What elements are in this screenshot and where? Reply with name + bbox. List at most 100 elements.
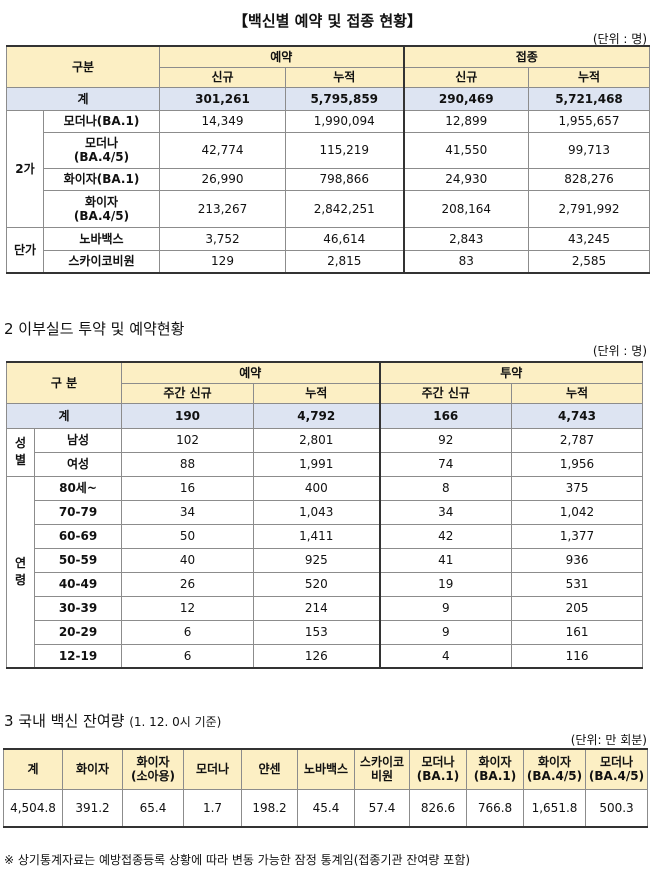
col-header: 화이자 [62, 748, 123, 790]
cell: 16 [121, 475, 255, 501]
cell: 45.4 [297, 788, 355, 828]
cell: 1,042 [511, 499, 644, 525]
row-label: 70-79 [33, 499, 123, 525]
row-label: 화이자 (BA.4/5) [43, 189, 160, 228]
header-cumulative: 누적 [528, 66, 650, 88]
cell: 6 [121, 643, 255, 669]
cell: 129 [159, 249, 286, 274]
cell: 4 [378, 643, 513, 669]
cell: 1,990,094 [285, 109, 404, 133]
row-label: 60-69 [33, 523, 123, 549]
header-reservation: 예약 [121, 361, 381, 384]
cell: 1,991 [253, 451, 381, 477]
col-header: 스카이코 비원 [354, 748, 410, 790]
section3-unit: (단위: 만 회분) [570, 733, 647, 747]
row-label: 여성 [33, 451, 123, 477]
table-row: 여성 88 1,991 74 1,956 [7, 451, 644, 477]
cell: 208,164 [402, 189, 529, 228]
group-label-monovalent: 단가 [6, 226, 44, 274]
header-reservation: 예약 [159, 45, 404, 68]
header-new: 신규 [159, 66, 286, 88]
header-weekly-new: 주간 신규 [378, 382, 513, 404]
vaccine-reservation-table: 구분 예약 접종 신규 누적 신규 누적 계 301,261 5,795,859… [6, 45, 650, 274]
cell: 12,899 [402, 109, 529, 133]
cell: 520 [253, 571, 381, 597]
cell: 19 [378, 571, 513, 597]
row-label: 노바백스 [43, 226, 160, 251]
table-row: 50-59 40 925 41 936 [7, 547, 644, 573]
cell: 40 [121, 547, 255, 573]
cell: 99,713 [528, 131, 650, 169]
table-row: 20-29 6 153 9 161 [7, 619, 644, 645]
header-cumulative: 누적 [253, 382, 381, 404]
header-cumulative: 누적 [285, 66, 404, 88]
cell: 102 [121, 427, 255, 453]
cell: 213,267 [159, 189, 286, 228]
col-header: 모더나 [183, 748, 242, 790]
row-label: 50-59 [33, 547, 123, 573]
cell: 41,550 [402, 131, 529, 169]
cell: 43,245 [528, 226, 650, 251]
cell: 65.4 [122, 788, 184, 828]
header-weekly-new: 주간 신규 [121, 382, 255, 404]
table-row: 60-69 50 1,411 42 1,377 [7, 523, 644, 549]
cell: 400 [253, 475, 381, 501]
cell: 34 [378, 499, 513, 525]
cell: 798,866 [285, 167, 404, 191]
cell: 214 [253, 595, 381, 621]
header-new: 신규 [402, 66, 529, 88]
cell: 50 [121, 523, 255, 549]
cell: 826.6 [409, 788, 467, 828]
cell: 2,843 [402, 226, 529, 251]
cell: 153 [253, 619, 381, 645]
row-label: 40-49 [33, 571, 123, 597]
cell: 1.7 [183, 788, 242, 828]
table-row: 화이자(BA.1) 26,990 798,866 24,930 828,276 [7, 167, 650, 191]
header-vaccination: 접종 [402, 45, 650, 68]
cell: 8 [378, 475, 513, 501]
cell: 4,504.8 [3, 788, 63, 828]
total-cell: 4,792 [253, 402, 381, 429]
cell: 1,956 [511, 451, 644, 477]
table-row: 70-79 34 1,043 34 1,042 [7, 499, 644, 525]
cell: 46,614 [285, 226, 404, 251]
table-row: 2가 모더나(BA.1) 14,349 1,990,094 12,899 1,9… [6, 109, 650, 228]
row-label: 화이자(BA.1) [43, 167, 160, 191]
section1-title: 【백신별 예약 및 접종 현황】 [233, 12, 422, 30]
header-category: 구 분 [5, 361, 123, 404]
section2-title: 2 이부실드 투약 및 예약현황 [4, 320, 185, 338]
cell: 766.8 [466, 788, 524, 828]
cell: 531 [511, 571, 644, 597]
row-label: 남성 [33, 427, 123, 453]
cell: 2,787 [511, 427, 644, 453]
total-cell: 4,743 [511, 402, 644, 429]
cell: 6 [121, 619, 255, 645]
row-label: 모더나 (BA.4/5) [43, 131, 160, 169]
row-label: 12-19 [33, 643, 123, 669]
section2-unit: (단위 : 명) [592, 344, 647, 358]
evusheld-table: 구 분 예약 투약 주간 신규 누적 주간 신규 누적 계 190 4,792 … [5, 361, 644, 669]
total-cell: 301,261 [159, 86, 286, 111]
cell: 375 [511, 475, 644, 501]
table-row: 30-39 12 214 9 205 [7, 595, 644, 621]
col-header: 얀센 [241, 748, 298, 790]
col-header: 화이자 (BA.4/5) [523, 748, 586, 790]
cell: 2,842,251 [285, 189, 404, 228]
cell: 828,276 [528, 167, 650, 191]
total-cell: 166 [378, 402, 513, 429]
cell: 92 [378, 427, 513, 453]
cell: 198.2 [241, 788, 298, 828]
vaccine-stock-table: 계 화이자 화이자 (소아용) 모더나 얀센 노바백스 스카이코 비원 모더나 (BA… [3, 748, 648, 828]
cell: 26,990 [159, 167, 286, 191]
table-row: 40-49 26 520 19 531 [7, 571, 644, 597]
cell: 14,349 [159, 109, 286, 133]
cell: 42 [378, 523, 513, 549]
row-label: 80세~ [33, 475, 123, 501]
cell: 26 [121, 571, 255, 597]
row-label: 스카이코비원 [43, 249, 160, 274]
cell: 42,774 [159, 131, 286, 169]
